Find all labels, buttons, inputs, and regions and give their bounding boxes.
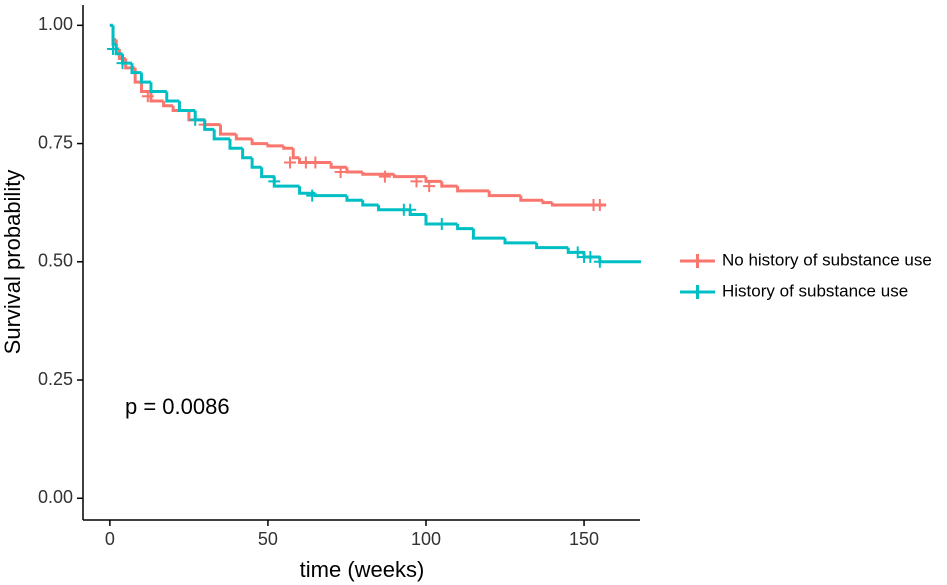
survival-step	[487, 190, 521, 198]
survival-step	[219, 124, 237, 136]
survival-step	[282, 145, 294, 150]
survival-step	[241, 148, 253, 160]
censor-mark	[141, 90, 154, 103]
legend-key	[680, 285, 715, 299]
survival-step	[149, 82, 167, 94]
censor-mark	[309, 156, 322, 169]
x-tick-label: 50	[258, 529, 278, 549]
survival-step	[130, 63, 142, 75]
legend-label: History of substance use	[722, 281, 908, 300]
survival-step	[361, 200, 379, 207]
survival-step	[361, 171, 395, 176]
censor-mark	[584, 251, 597, 264]
survival-step	[228, 138, 243, 150]
survival-step	[519, 195, 543, 202]
legend-key	[680, 254, 715, 268]
censor-mark	[268, 175, 281, 188]
survival-step	[503, 238, 537, 245]
x-axis-title: time (weeks)	[300, 557, 425, 582]
survival-step	[541, 200, 553, 205]
censor-mark	[306, 189, 319, 202]
censor-mark	[107, 42, 120, 55]
survival-step	[598, 257, 641, 264]
censor-mark	[334, 165, 347, 178]
y-tick-label: 0.25	[38, 369, 73, 389]
survival-step	[424, 176, 442, 183]
survival-step	[114, 44, 123, 56]
censor-mark	[571, 246, 584, 259]
survival-step	[250, 157, 262, 169]
survival-step	[260, 167, 275, 179]
censor-mark	[404, 203, 417, 216]
censor-mark	[593, 255, 606, 268]
survival-step	[392, 174, 426, 179]
y-axis-title: Survival probability	[0, 170, 25, 355]
censor-mark	[378, 170, 391, 183]
legend-label: No history of substance use	[722, 250, 932, 269]
survival-step	[193, 110, 205, 122]
x-tick-label: 0	[105, 529, 115, 549]
p-value: p = 0.0086	[125, 394, 230, 419]
survival-step	[456, 186, 490, 193]
survival-step	[266, 143, 284, 148]
survival-step	[250, 138, 268, 146]
survival-step	[345, 195, 363, 202]
x-tick-label: 100	[411, 529, 441, 549]
survival-step	[149, 91, 164, 103]
survival-step	[177, 101, 196, 112]
survival-step	[291, 148, 300, 160]
y-tick-label: 1.00	[38, 14, 73, 34]
y-tick-label: 0.00	[38, 487, 73, 507]
survival-step	[162, 101, 174, 108]
censor-mark	[423, 180, 436, 193]
survival-step	[139, 72, 151, 84]
censor-mark	[593, 199, 606, 212]
y-tick-label: 0.75	[38, 132, 73, 152]
censor-mark	[284, 156, 297, 169]
survival-step	[121, 53, 132, 65]
survival-step	[345, 167, 363, 174]
survival-step	[440, 181, 458, 188]
survival-step	[535, 242, 569, 250]
survival-step	[234, 134, 253, 141]
survival-step	[298, 186, 316, 195]
survival-step	[471, 228, 506, 240]
survival-step	[203, 119, 215, 131]
censor-mark	[435, 217, 448, 230]
x-tick-label: 150	[569, 529, 599, 549]
survival-step	[456, 223, 474, 231]
y-tick-label: 0.50	[38, 251, 73, 271]
censor-mark	[410, 175, 423, 188]
survival-step	[165, 91, 180, 103]
survival-step	[212, 129, 230, 141]
survival-step	[329, 162, 347, 169]
survival-step	[313, 193, 347, 198]
censor-mark	[116, 57, 129, 70]
censor-mark	[189, 113, 202, 126]
